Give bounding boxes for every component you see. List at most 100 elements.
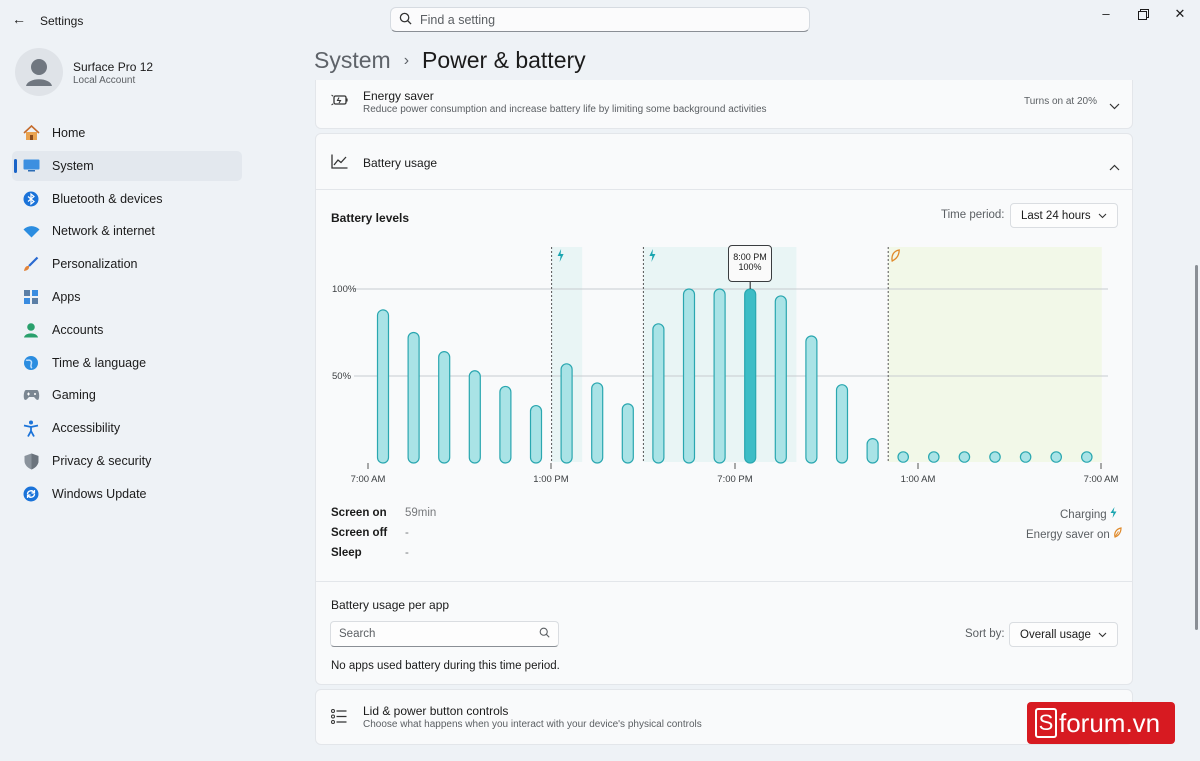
- energy-saver-card[interactable]: Energy saver Reduce power consumption an…: [315, 80, 1133, 129]
- sidebar-item-label: Personalization: [52, 257, 138, 272]
- search-input[interactable]: Find a setting: [420, 12, 496, 27]
- chevron-down-icon[interactable]: [1109, 97, 1120, 115]
- watermark-logo: S forum.vn: [1027, 702, 1175, 744]
- sort-dropdown[interactable]: Overall usage: [1009, 622, 1118, 647]
- sidebar-item-windows-update[interactable]: Windows Update: [12, 479, 242, 509]
- time-period-label: Time period:: [941, 209, 1005, 221]
- search-icon: [399, 12, 412, 28]
- battery-bar: [591, 382, 604, 464]
- app-search-input[interactable]: Search: [339, 628, 376, 640]
- legend-energy-saver: Energy saver on: [1026, 527, 1122, 541]
- list-settings-icon: [331, 709, 347, 729]
- sidebar-item-home[interactable]: Home: [12, 118, 242, 148]
- battery-bar-empty: [989, 451, 1001, 463]
- sidebar-item-label: Accessibility: [52, 421, 121, 436]
- time-period-value: Last 24 hours: [1021, 209, 1091, 222]
- sidebar-item-time-language[interactable]: Time & language: [12, 348, 242, 378]
- battery-levels-chart: 100% 50% 7:00 AM 1:00 PM 7:00 PM 1:00 AM 7:00 …: [332, 247, 1119, 485]
- lightning-icon: [1110, 507, 1117, 521]
- per-app-title: Battery usage per app: [331, 598, 450, 612]
- sort-label: Sort by:: [965, 628, 1005, 640]
- legend-charging-label: Charging: [1060, 509, 1107, 521]
- sort-value: Overall usage: [1020, 628, 1091, 641]
- lid-power-card[interactable]: Lid & power button controls Choose what …: [315, 689, 1133, 745]
- shield-icon: [22, 452, 40, 470]
- sidebar-item-label: Apps: [52, 290, 81, 304]
- battery-bar: [682, 288, 696, 464]
- watermark-text: forum.vn: [1059, 707, 1161, 738]
- sidebar-item-label: Time & language: [52, 355, 147, 370]
- battery-bar: [805, 335, 818, 464]
- home-icon: [22, 124, 40, 142]
- battery-bar: [499, 385, 512, 464]
- app-search-box[interactable]: Search: [330, 621, 559, 647]
- sidebar-item-personalization[interactable]: Personalization: [12, 249, 242, 279]
- sidebar-item-network-internet[interactable]: Network & internet: [12, 216, 242, 246]
- battery-bar-empty: [897, 451, 909, 463]
- energy-saver-band: [888, 247, 1102, 462]
- sidebar-item-label: Network & internet: [52, 224, 155, 239]
- energy-saver-status: Turns on at 20%: [1024, 96, 1098, 107]
- accessibility-icon: [22, 419, 40, 437]
- sidebar-item-bluetooth-devices[interactable]: Bluetooth & devices: [12, 184, 242, 214]
- battery-bar: [774, 295, 787, 464]
- battery-bar-empty: [958, 451, 971, 463]
- globe-icon: [22, 354, 40, 372]
- chart-line-icon: [331, 154, 348, 174]
- avatar[interactable]: [15, 48, 63, 96]
- update-icon: [22, 485, 40, 503]
- profile-name: Surface Pro 12: [73, 60, 154, 74]
- battery-usage-card: Battery usage Battery levels Time period…: [315, 133, 1133, 685]
- gamepad-icon: [22, 386, 40, 404]
- battery-bar: [866, 438, 879, 464]
- sidebar-item-label: Windows Update: [52, 486, 147, 501]
- sidebar-item-gaming[interactable]: Gaming: [12, 380, 242, 410]
- sidebar-item-privacy-security[interactable]: Privacy & security: [12, 446, 242, 476]
- empty-message: No apps used battery during this time pe…: [331, 660, 560, 672]
- close-button[interactable]: ✕: [1174, 6, 1186, 21]
- sidebar-item-label: Home: [52, 126, 86, 140]
- sidebar-item-label: Gaming: [52, 388, 96, 403]
- battery-bar-empty: [1080, 451, 1093, 463]
- battery-bar: [621, 403, 634, 464]
- system-icon: [22, 157, 40, 175]
- sidebar-item-label: Accounts: [52, 322, 104, 337]
- logo-s-icon: S: [1035, 708, 1057, 738]
- stat-value: 59min: [405, 507, 437, 519]
- brush-icon: [22, 255, 40, 273]
- battery-bar: [529, 404, 543, 464]
- leaf-icon: [891, 249, 900, 262]
- lightning-icon: [557, 249, 564, 262]
- chart-tooltip: 8:00 PM 100%: [728, 245, 772, 282]
- maximize-button[interactable]: [1135, 6, 1151, 23]
- breadcrumb: System › Power & battery: [314, 47, 586, 74]
- search-box[interactable]: Find a setting: [390, 7, 810, 32]
- sidebar-item-label: Privacy & security: [52, 454, 152, 468]
- time-period-dropdown[interactable]: Last 24 hours: [1010, 203, 1118, 228]
- battery-bar: [438, 351, 451, 464]
- chevron-down-icon: [1098, 629, 1107, 641]
- stat-label: Screen on: [331, 507, 387, 519]
- scrollbar[interactable]: [1195, 265, 1198, 630]
- battery-bar: [468, 370, 481, 464]
- lightning-icon: [649, 249, 656, 262]
- legend-charging: Charging: [1060, 507, 1117, 521]
- accounts-icon: [22, 321, 40, 339]
- minimize-button[interactable]: –: [1102, 6, 1110, 21]
- sidebar-item-system[interactable]: System: [12, 150, 242, 181]
- back-button[interactable]: ←: [12, 11, 26, 27]
- apps-icon: [22, 288, 40, 306]
- sidebar-item-accounts[interactable]: Accounts: [12, 315, 242, 345]
- leaf-icon: [1113, 527, 1122, 541]
- battery-bar-empty: [1050, 451, 1062, 463]
- stat-label: Screen off: [331, 527, 388, 539]
- battery-bar: [744, 288, 757, 464]
- battery-usage-header[interactable]: Battery usage: [316, 134, 1132, 190]
- energy-saver-description: Reduce power consumption and increase ba…: [363, 104, 767, 115]
- sidebar-item-apps[interactable]: Apps: [12, 282, 242, 312]
- breadcrumb-parent[interactable]: System: [314, 47, 391, 73]
- sidebar-item-accessibility[interactable]: Accessibility: [12, 413, 242, 443]
- chevron-up-icon[interactable]: [1109, 158, 1120, 176]
- divider: [316, 581, 1132, 582]
- x-tick-label: 1:00 AM: [901, 474, 936, 485]
